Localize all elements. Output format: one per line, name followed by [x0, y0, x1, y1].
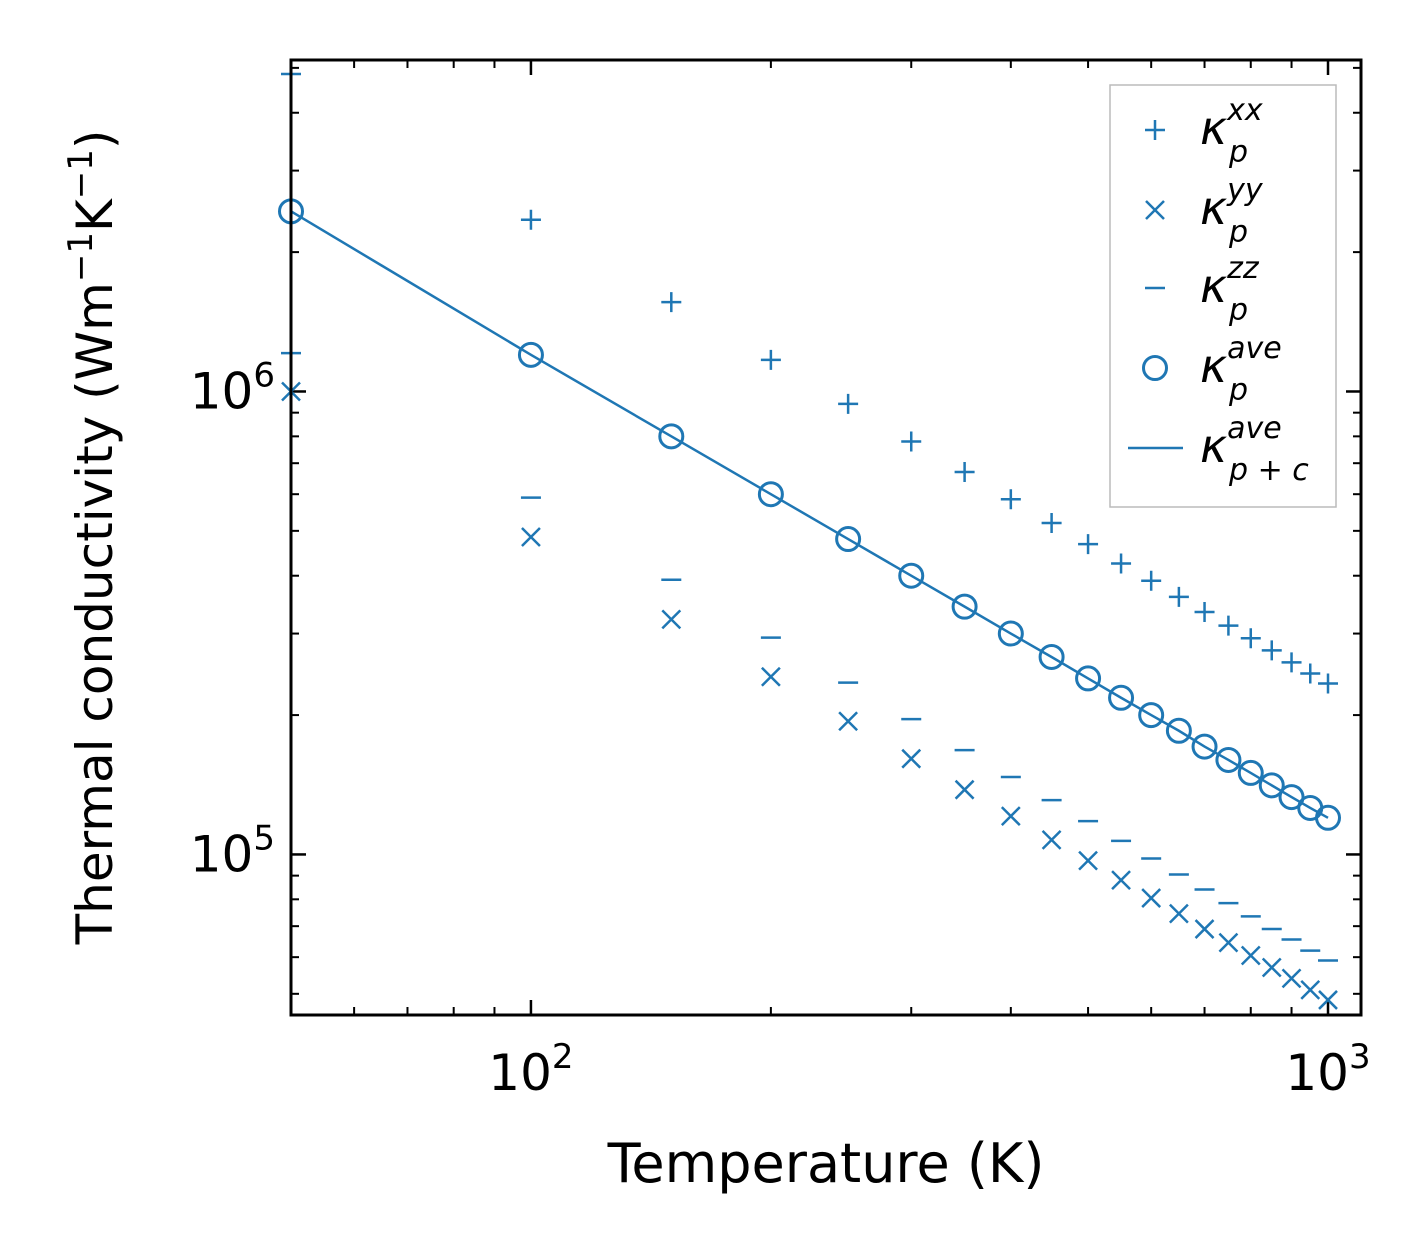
- data-point-ave: [898, 562, 925, 589]
- data-point-xx: [1041, 512, 1062, 533]
- data-point-yy: [901, 748, 922, 769]
- series-xx: [281, 64, 1339, 694]
- data-point-xx: [901, 431, 922, 452]
- data-point-yy: [954, 779, 975, 800]
- plot-frame: [289, 58, 1363, 1017]
- data-point-ave: [658, 423, 685, 450]
- data-point-yy: [661, 609, 682, 630]
- series-line-ave_pc: [290, 210, 1329, 819]
- x-axis-label: Temperature (K): [607, 1132, 1045, 1195]
- data-point-yy: [1141, 888, 1162, 908]
- plot-area: [278, 64, 1342, 1010]
- data-point-xx: [1218, 615, 1239, 636]
- x-tick-label: 103: [1285, 1037, 1370, 1102]
- legend-swatch-ave: [1142, 355, 1168, 381]
- data-point-xx: [1261, 640, 1282, 661]
- data-point-yy: [1240, 945, 1261, 966]
- legend-label-yy: κyy p: [1200, 173, 1264, 250]
- data-point-xx: [1000, 489, 1021, 510]
- data-point-xx: [1300, 663, 1321, 684]
- data-point-yy: [760, 666, 781, 687]
- data-point-xx: [661, 292, 682, 313]
- x-tick-label: 102: [488, 1037, 573, 1102]
- data-point-ave: [1315, 804, 1342, 831]
- data-point-ave: [1278, 784, 1305, 811]
- data-point-yy: [1078, 850, 1098, 871]
- data-point-xx: [1141, 570, 1162, 591]
- data-point-xx: [760, 349, 781, 370]
- data-point-yy: [1218, 932, 1239, 953]
- data-point-ave: [757, 481, 784, 508]
- data-point-ave: [835, 526, 862, 553]
- data-point-xx: [1111, 553, 1132, 574]
- data-point-yy: [1169, 903, 1189, 924]
- data-point-yy: [1194, 919, 1215, 939]
- data-point-yy: [521, 527, 541, 547]
- data-point-xx: [838, 393, 859, 414]
- data-point-xx: [520, 209, 541, 230]
- data-point-xx: [1240, 628, 1261, 649]
- tick-labels: 102 103 105 106: [190, 355, 1371, 1102]
- data-point-xx: [1318, 673, 1339, 694]
- series-zz: [281, 351, 1339, 962]
- data-point-xx: [954, 462, 975, 483]
- legend-label-ave_pc: κave p + c: [1200, 411, 1309, 488]
- data-point-ave: [517, 341, 544, 368]
- y-tick-label: 106: [190, 355, 275, 420]
- legend-box: [1109, 84, 1337, 508]
- y-axis-label: Thermal conductivity (Wm−1K−1): [61, 130, 124, 946]
- legend-label-ave: κave p: [1200, 331, 1282, 408]
- data-point-xx: [1194, 601, 1215, 622]
- data-point-xx: [1168, 586, 1189, 607]
- legend-label-zz: κzz p: [1200, 251, 1260, 328]
- data-point-ave: [1258, 772, 1285, 799]
- data-point-ave: [1108, 684, 1135, 711]
- major-ticks: [291, 60, 1361, 1015]
- data-point-ave: [951, 593, 978, 620]
- data-point-yy: [838, 711, 859, 732]
- data-point-yy: [1041, 830, 1062, 850]
- data-point-xx: [1281, 652, 1302, 673]
- data-point-xx: [1078, 534, 1099, 555]
- data-point-ave: [1138, 702, 1165, 729]
- data-point-ave: [1191, 733, 1218, 760]
- legend-swatch-yy: [1145, 200, 1165, 220]
- data-point-ave: [1038, 643, 1065, 670]
- series-ave_pc: [290, 210, 1329, 819]
- legend-swatch-xx: [1145, 120, 1165, 140]
- data-point-yy: [1318, 990, 1338, 1010]
- data-point-yy: [1261, 957, 1282, 978]
- data-point-yy: [1111, 870, 1131, 891]
- series-yy: [281, 381, 1338, 1010]
- data-point-ave: [1075, 665, 1102, 692]
- data-point-yy: [1281, 968, 1302, 989]
- data-point-ave: [1215, 746, 1242, 773]
- data-point-ave: [997, 620, 1024, 647]
- y-tick-label: 105: [190, 818, 275, 883]
- data-point-yy: [1300, 979, 1321, 1000]
- data-point-ave: [1165, 717, 1192, 744]
- data-point-yy: [1000, 806, 1021, 827]
- data-point-ave: [1237, 759, 1264, 786]
- legend-label-xx: κxx p: [1200, 93, 1263, 170]
